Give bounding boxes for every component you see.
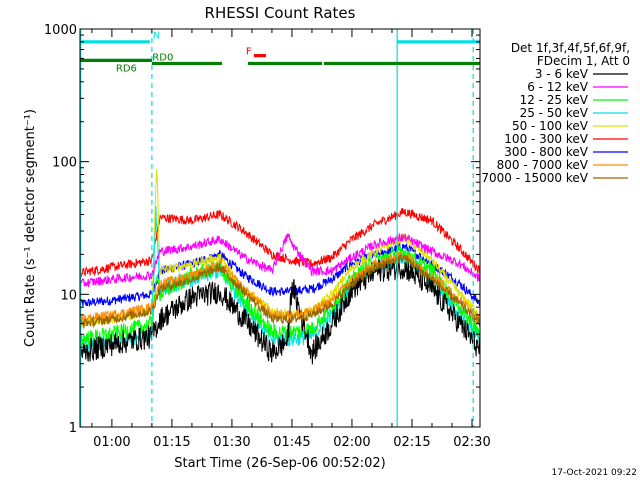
series-line-6-12keV <box>79 232 481 289</box>
legend: Det 1f,3f,4f,5f,6f,9f, FDecim 1, Att 0 3… <box>481 41 630 185</box>
legend-header-line-1: Det 1f,3f,4f,5f,6f,9f, <box>511 41 630 55</box>
legend-entry-label: 800 - 7000 keV <box>497 158 589 172</box>
flag-label-f: F <box>246 47 252 58</box>
legend-entry-label: 6 - 12 keV <box>527 80 589 94</box>
series-line-3-6keV <box>79 257 481 365</box>
x-tick-label: 02:30 <box>453 435 490 450</box>
x-tick-label: 01:00 <box>93 435 130 450</box>
x-tick-label: 01:30 <box>213 435 250 450</box>
legend-header-line-2: FDecim 1, Att 0 <box>537 54 630 68</box>
chart-title: RHESSI Count Rates <box>205 4 356 22</box>
y-tick-label: 100 <box>52 156 77 171</box>
legend-entry-label: 3 - 6 keV <box>535 67 589 81</box>
series-line-50-100keV <box>79 169 481 328</box>
x-tick-label: 02:00 <box>333 435 370 450</box>
x-tick-label: 01:15 <box>153 435 190 450</box>
render-timestamp: 17-Oct-2021 09:22 <box>552 468 637 478</box>
data-layer <box>79 169 481 365</box>
flag-label-rd0: RD0 <box>152 52 173 63</box>
tick-layer: 01:00 01:15 01:30 01:45 02:00 02:15 02:30 1 10 10… <box>44 23 491 450</box>
legend-entry-label: 50 - 100 keV <box>512 119 589 133</box>
legend-entry-label: 12 - 25 keV <box>520 93 589 107</box>
y-axis-label: Count Rate (s⁻¹ detector segment⁻¹) <box>23 109 38 347</box>
legend-entry-label: 7000 - 15000 keV <box>481 171 588 185</box>
y-tick-label: 10 <box>60 288 77 303</box>
series-line-100-300keV <box>79 207 481 278</box>
series-line-300-800keV <box>79 242 481 307</box>
flag-label-rd6: RD6 <box>116 63 137 74</box>
flag-label-n: N <box>153 30 160 41</box>
x-axis-label: Start Time (26-Sep-06 00:52:02) <box>174 456 385 471</box>
legend-entry-label: 100 - 300 keV <box>504 132 588 146</box>
y-tick-label: 1 <box>69 421 77 436</box>
x-tick-label: 01:45 <box>273 435 310 450</box>
x-tick-label: 02:15 <box>393 435 430 450</box>
legend-entry-label: 300 - 800 keV <box>504 145 588 159</box>
series-line-7000-15000keV <box>79 253 481 330</box>
legend-entry-label: 25 - 50 keV <box>520 106 589 120</box>
y-tick-label: 1000 <box>44 23 77 38</box>
flag-layer: N F RD0 RD6 <box>80 29 480 427</box>
plot-frame <box>79 28 481 428</box>
